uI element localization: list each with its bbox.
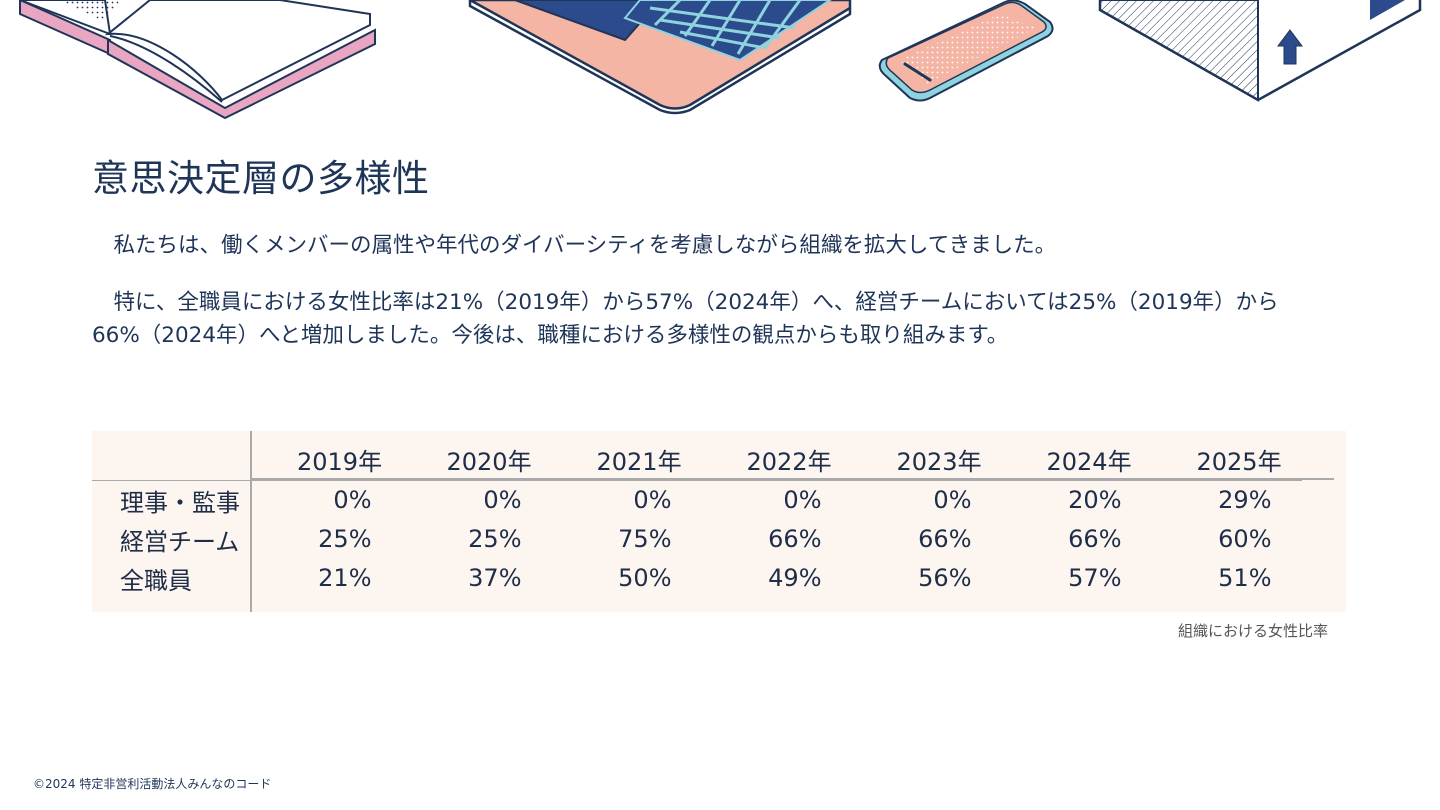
table-row: 理事・監事 0% 0% 0% 0% 0% 20% 29% bbox=[92, 480, 1302, 520]
table-cell: 66% bbox=[768, 525, 822, 553]
table-cell: 20% bbox=[1068, 486, 1122, 515]
table-cell: 66% bbox=[918, 525, 972, 553]
table-cell: 66% bbox=[1068, 525, 1122, 553]
table-caption: 組織における女性比率 bbox=[1177, 622, 1328, 640]
year-header: 2019年 bbox=[297, 448, 383, 476]
table-header-divider bbox=[251, 478, 1334, 480]
table-cell: 75% bbox=[618, 525, 672, 553]
header-illustration bbox=[19, 0, 1422, 120]
detail-paragraph: 特に、全職員における女性比率は21%（2019年）から57%（2024年）へ、経… bbox=[92, 290, 1279, 348]
table-cell: 37% bbox=[468, 564, 522, 592]
table-cell: 0% bbox=[933, 486, 972, 515]
table-cell: 0% bbox=[633, 486, 672, 515]
year-header: 2022年 bbox=[746, 448, 832, 476]
table-cell: 25% bbox=[468, 525, 522, 553]
table-row: 全職員 21% 37% 50% 49% 56% 57% 51% bbox=[92, 558, 1302, 598]
table-cell: 0% bbox=[783, 486, 822, 515]
year-header: 2024年 bbox=[1046, 448, 1132, 476]
table-header-row: 2019年 2020年 2021年 2022年 2023年 2024年 2025… bbox=[92, 431, 1302, 481]
year-header: 2025年 bbox=[1196, 448, 1282, 476]
row-label: 全職員 bbox=[92, 558, 252, 598]
table-cell: 29% bbox=[1218, 486, 1272, 515]
laptop-icon bbox=[468, 0, 852, 115]
table-cell: 49% bbox=[768, 564, 822, 592]
table-cell: 0% bbox=[333, 486, 372, 515]
table-cell: 56% bbox=[918, 564, 972, 592]
intro-paragraph: 私たちは、働くメンバーの属性や年代のダイバーシティを考慮しながら組織を拡大してき… bbox=[92, 233, 1057, 258]
table-cell: 25% bbox=[318, 525, 372, 553]
table-corner-cell bbox=[92, 431, 252, 481]
row-label: 理事・監事 bbox=[92, 480, 252, 520]
female-ratio-table: 2019年 2020年 2021年 2022年 2023年 2024年 2025… bbox=[92, 431, 1302, 598]
table-cell: 51% bbox=[1218, 564, 1272, 592]
year-header: 2020年 bbox=[446, 448, 532, 476]
table-row: 経営チーム 25% 25% 75% 66% 66% 66% 60% bbox=[92, 519, 1302, 559]
year-header: 2021年 bbox=[596, 448, 682, 476]
open-book-icon bbox=[19, 0, 376, 120]
table-cell: 60% bbox=[1218, 525, 1272, 553]
copyright-footer: ©2024 特定非営利活動法人みんなのコード bbox=[33, 777, 272, 791]
table-cell: 21% bbox=[318, 564, 372, 592]
up-arrow-icon bbox=[1277, 29, 1303, 65]
table-cell: 57% bbox=[1068, 564, 1122, 592]
smartphone-icon bbox=[878, 0, 1054, 102]
page-title: 意思決定層の多様性 bbox=[92, 157, 430, 200]
table-cell: 0% bbox=[483, 486, 522, 515]
diversity-table: 2019年 2020年 2021年 2022年 2023年 2024年 2025… bbox=[92, 431, 1346, 612]
year-header: 2023年 bbox=[896, 448, 982, 476]
table-cell: 50% bbox=[618, 564, 672, 592]
box-icon bbox=[1098, 0, 1422, 102]
row-label: 経営チーム bbox=[92, 519, 252, 559]
